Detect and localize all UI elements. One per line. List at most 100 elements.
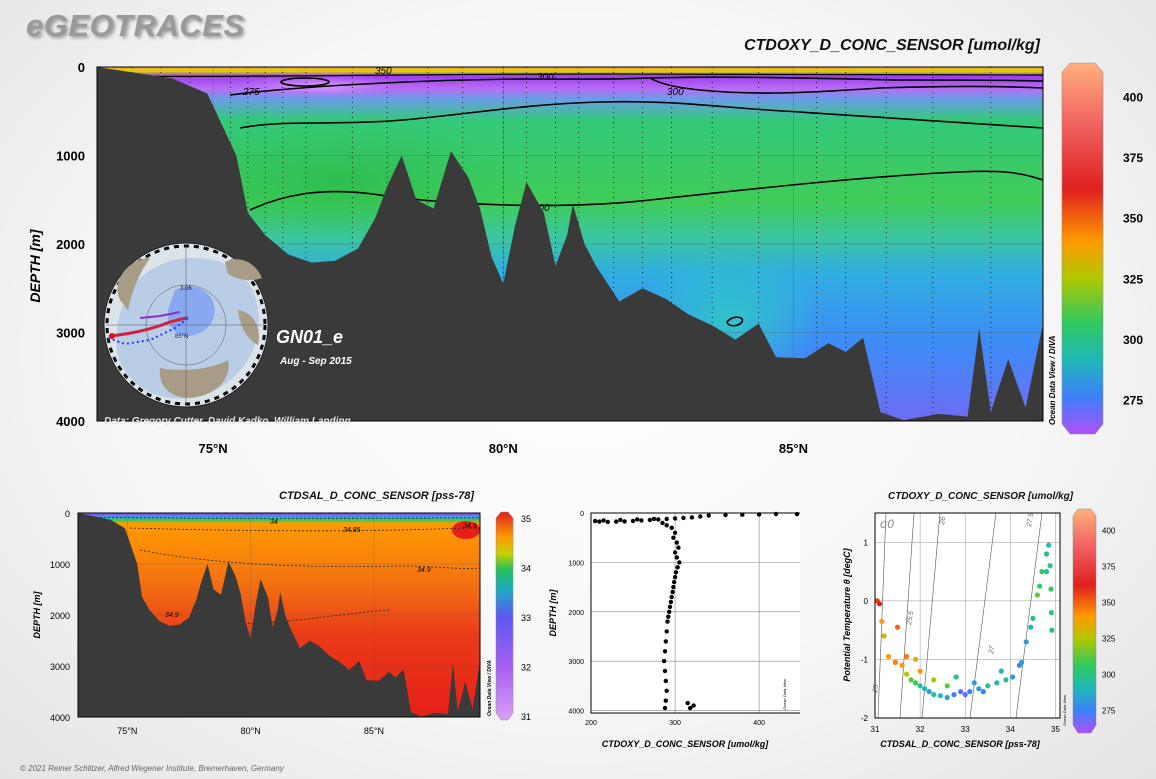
colorbar-tick-label: 300 (1123, 333, 1143, 347)
ts-point (895, 624, 901, 630)
profile-point (706, 513, 711, 518)
colorbar-tick-labels: 400 375 350 325 300 275 (1123, 90, 1143, 407)
odv-watermark-sal: Ocean Data View / DIVA (487, 660, 493, 716)
colorbar-tick-label: 400 (1123, 90, 1143, 104)
isopycnal-label-27: 27 (988, 644, 997, 655)
x-tick-labels: 31 32 33 34 35 (871, 725, 1061, 734)
profile-point (669, 525, 674, 530)
profile-point (593, 518, 598, 524)
colorbar-tick-label: 375 (1123, 151, 1143, 165)
y-tick-labels: 0 1000 2000 3000 4000 (50, 509, 70, 723)
ts-point (1049, 627, 1055, 633)
sigma-label: σ0 (880, 517, 894, 531)
profile-point (630, 518, 636, 524)
ts-point (931, 677, 937, 683)
profile-point (656, 517, 661, 522)
isopycnal-label-255: 25.5 (906, 611, 915, 627)
ts-point (985, 683, 991, 689)
profile-point (664, 629, 669, 634)
sal-y-axis-label: DEPTH [m] (32, 590, 42, 638)
ts-point (1046, 542, 1052, 548)
profile-point (669, 594, 674, 600)
x-tick-label: 200 (585, 720, 597, 727)
salinity-colorbar (495, 511, 514, 721)
colorbar-tick-label: 350 (1102, 598, 1116, 607)
ts-point (904, 671, 910, 677)
contour-label-300-top: 300 (537, 72, 554, 83)
ts-point (876, 601, 883, 607)
y-tick-label: -2 (861, 714, 869, 723)
cruise-dates: Aug - Sep 2015 (279, 356, 352, 367)
y-tick-labels: 0 1000 2000 3000 4000 (568, 511, 584, 716)
profile-point (663, 678, 668, 684)
profile-point (651, 516, 657, 522)
prof-x-axis-label: CTDOXY_D_CONC_SENSOR [umol/kg] (602, 739, 770, 749)
x-tick-label: 35 (1051, 725, 1060, 734)
y-tick-label: 4000 (50, 713, 70, 723)
prof-y-axis-label: DEPTH [m] (548, 588, 558, 636)
y-tick-label: 3000 (50, 662, 70, 672)
svg-text:85°N: 85°N (175, 334, 188, 340)
y-tick-label: 3000 (568, 659, 584, 666)
profile-point (618, 517, 623, 523)
ts-point (1048, 610, 1054, 616)
ts-point (944, 683, 950, 689)
colorbar-tick-label: 300 (1102, 671, 1116, 680)
ts-x-axis-label: CTDSAL_D_CONC_SENSOR [pss-78] (880, 739, 1041, 749)
colorbar-tick-label: 32 (521, 663, 531, 673)
x-tick-labels: 75°N 80°N 85°N (117, 726, 384, 736)
profile-point (664, 516, 669, 522)
y-tick-label: 1000 (50, 560, 70, 570)
x-tick-label: 75°N (199, 441, 228, 456)
profile-point (723, 512, 728, 518)
copyright: © 2021 Reiner Schlitzer, Alfred Wegener … (20, 764, 284, 773)
contour-label-300-mid: 300 (667, 87, 684, 98)
oxygen-colorbar (1061, 62, 1104, 435)
profile-point (674, 540, 679, 545)
isopycnal-label-25: 25 (872, 684, 880, 694)
ts-point (971, 680, 977, 686)
profile-point (689, 515, 695, 520)
ts-point (1003, 677, 1009, 683)
sal-contour-label-3485: 34.85 (343, 527, 361, 534)
ts-point (913, 656, 919, 662)
odv-watermark: Ocean Data View / DIVA (1048, 335, 1057, 425)
profile-point (662, 649, 668, 654)
profile-point (664, 688, 669, 693)
ts-point (922, 686, 928, 692)
colorbar-tick-label: 33 (521, 613, 531, 623)
profile-point (671, 584, 676, 590)
profile-point (672, 579, 677, 585)
ts-point (1037, 583, 1043, 589)
inset-map: 3.06 85°N (103, 242, 269, 408)
profile-point (597, 519, 602, 524)
contour-label-350: 350 (375, 66, 392, 77)
profile-point (661, 658, 667, 664)
x-tick-label: 85°N (364, 726, 384, 736)
sal-contour-label-34: 34 (270, 519, 278, 526)
profile-point (698, 514, 703, 519)
profile-point (635, 517, 640, 522)
plot-frame (77, 512, 481, 718)
ts-point (1028, 624, 1034, 630)
profile-point (681, 515, 686, 521)
ts-point (976, 686, 982, 692)
y-tick-label: 1000 (56, 149, 85, 164)
oxygen-profile-chart: DEPTH [m] CTDOXY_D_CONC_SENSOR [umol/kg]… (548, 511, 800, 749)
ts-point (1047, 563, 1053, 569)
ts-point (879, 618, 885, 624)
x-tick-label: 85°N (779, 441, 808, 456)
colorbar-tick-label: 34 (521, 564, 531, 574)
colorbar-tick-label: 325 (1102, 635, 1116, 644)
ts-point (917, 683, 923, 689)
cruise-label: GN01_e (276, 327, 343, 347)
profile-point (673, 570, 679, 575)
egeotraces-logo: eGEOTRACES (26, 8, 245, 43)
ts-point (881, 633, 887, 639)
y-tick-label: 4000 (568, 709, 584, 716)
contour-label-275: 275 (242, 87, 260, 98)
profile-point (647, 517, 653, 523)
profile-point (614, 519, 619, 524)
ts-colorbar (1072, 508, 1097, 734)
y-tick-label: 0 (864, 597, 869, 606)
